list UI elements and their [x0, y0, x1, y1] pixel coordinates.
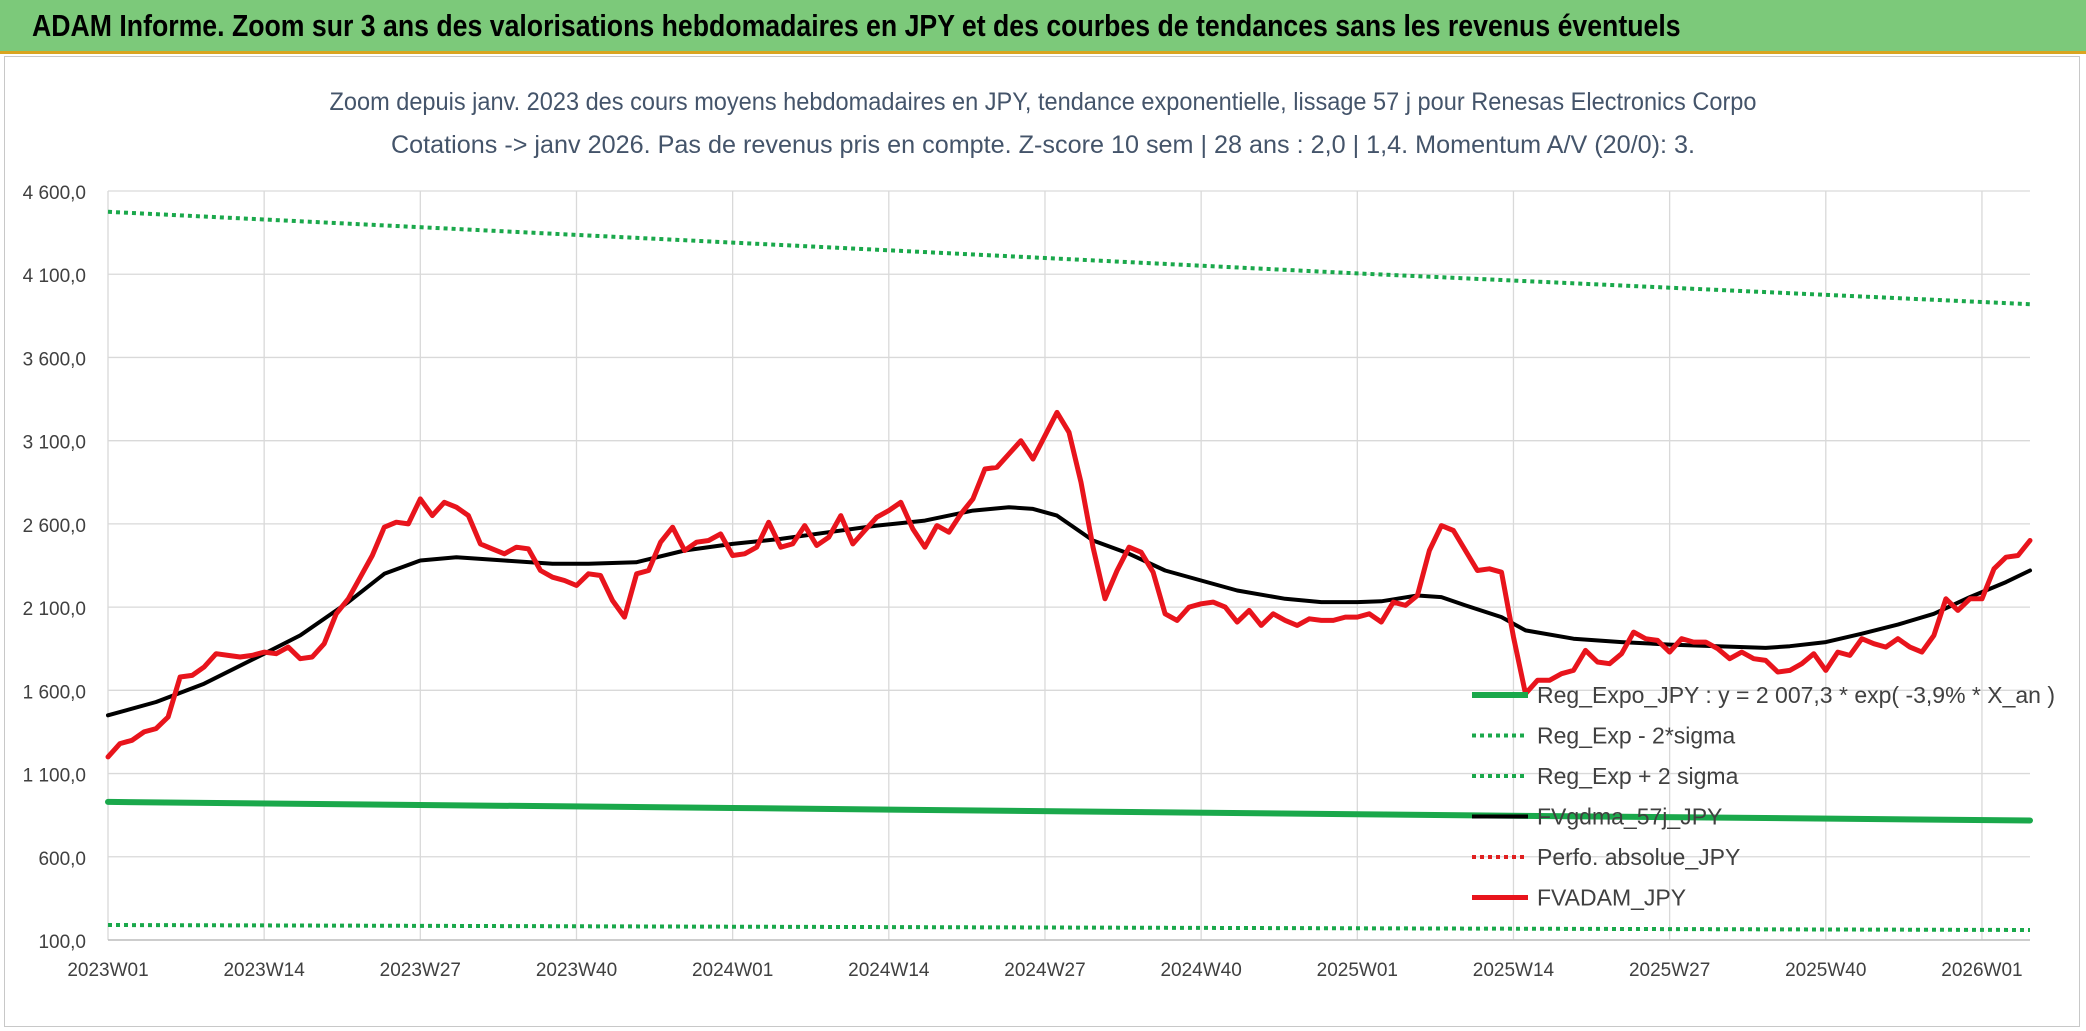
- legend-label: Reg_Exp + 2 sigma: [1537, 763, 1739, 789]
- series-line: [107, 209, 2031, 307]
- y-tick-label: 2 600,0: [23, 516, 86, 537]
- chart-frame: [4, 56, 2080, 1027]
- y-tick-label: 1 600,0: [23, 682, 86, 703]
- legend-label: Reg_Expo_JPY : y = 2 007,3 * exp( -3,9% …: [1537, 682, 2055, 708]
- series-lines: [105, 209, 2033, 932]
- legend: Reg_Expo_JPY : y = 2 007,3 * exp( -3,9% …: [1472, 682, 2055, 911]
- series-line: [105, 798, 2033, 824]
- series-line: [107, 923, 2031, 932]
- x-tick-label: 2026W01: [1941, 960, 2022, 981]
- legend-label: Reg_Exp - 2*sigma: [1537, 723, 1735, 749]
- chart-title: Zoom depuis janv. 2023 des cours moyens …: [330, 88, 1757, 116]
- x-tick-label: 2025W40: [1785, 960, 1866, 981]
- y-tick-label: 4 100,0: [23, 266, 86, 287]
- grid: [107, 190, 2030, 941]
- x-tick-label: 2024W01: [692, 960, 773, 981]
- x-tick-label: 2023W40: [536, 960, 617, 981]
- y-tick-label: 3 100,0: [23, 433, 86, 454]
- y-tick-label: 600,0: [38, 849, 86, 870]
- x-tick-label: 2024W27: [1004, 960, 1085, 981]
- x-tick-label: 2024W40: [1160, 960, 1241, 981]
- y-tick-label: 100,0: [38, 932, 86, 953]
- x-tick-label: 2025W01: [1317, 960, 1398, 981]
- x-tick-label: 2023W01: [67, 960, 148, 981]
- x-tick-label: 2023W27: [380, 960, 461, 981]
- legend-label: Perfo. absolue_JPY: [1537, 844, 1740, 870]
- legend-label: FVgdma_57j_JPY: [1537, 804, 1722, 830]
- y-tick-label: 4 600,0: [23, 183, 86, 204]
- y-tick-label: 2 100,0: [23, 599, 86, 620]
- series-line: [105, 409, 2033, 760]
- axis-ticks: 4 600,0 4 100,0 3 600,0 3 100,0 2 600,0 2 100…: [23, 183, 2023, 981]
- report-banner: ADAM Informe. Zoom sur 3 ans des valoris…: [0, 0, 2086, 54]
- report-title: ADAM Informe. Zoom sur 3 ans des valoris…: [32, 8, 1681, 43]
- y-tick-label: 3 600,0: [23, 349, 86, 370]
- chart-subtitle: Cotations -> janv 2026. Pas de revenus p…: [391, 131, 1695, 159]
- x-tick-label: 2025W14: [1473, 960, 1555, 981]
- legend-label: FVADAM_JPY: [1537, 885, 1686, 911]
- x-tick-label: 2024W14: [848, 960, 930, 981]
- y-tick-label: 1 100,0: [23, 766, 86, 787]
- x-tick-label: 2025W27: [1629, 960, 1710, 981]
- x-tick-label: 2023W14: [223, 960, 305, 981]
